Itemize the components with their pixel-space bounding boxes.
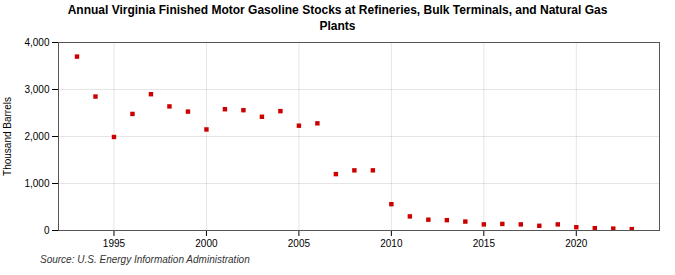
svg-text:Thousand Barrels: Thousand Barrels (2, 97, 13, 176)
svg-text:0: 0 (44, 225, 50, 236)
svg-text:4,000: 4,000 (24, 37, 49, 48)
svg-text:2020: 2020 (565, 238, 588, 249)
svg-text:2005: 2005 (288, 238, 311, 249)
svg-text:1995: 1995 (103, 238, 126, 249)
svg-text:2000: 2000 (195, 238, 218, 249)
svg-text:2015: 2015 (473, 238, 496, 249)
html-text:Source: U.S. Energy Informatio: Source: U.S. Energy Information Administ… (40, 254, 250, 266)
svg-text:3,000: 3,000 (24, 84, 49, 95)
html-text:Annual Virginia Finished Motor: Annual Virginia Finished Motor Gasoline … (67, 3, 608, 33)
svg-text:1,000: 1,000 (24, 178, 49, 189)
svg-text:2010: 2010 (380, 238, 403, 249)
svg-text:2,000: 2,000 (24, 131, 49, 142)
